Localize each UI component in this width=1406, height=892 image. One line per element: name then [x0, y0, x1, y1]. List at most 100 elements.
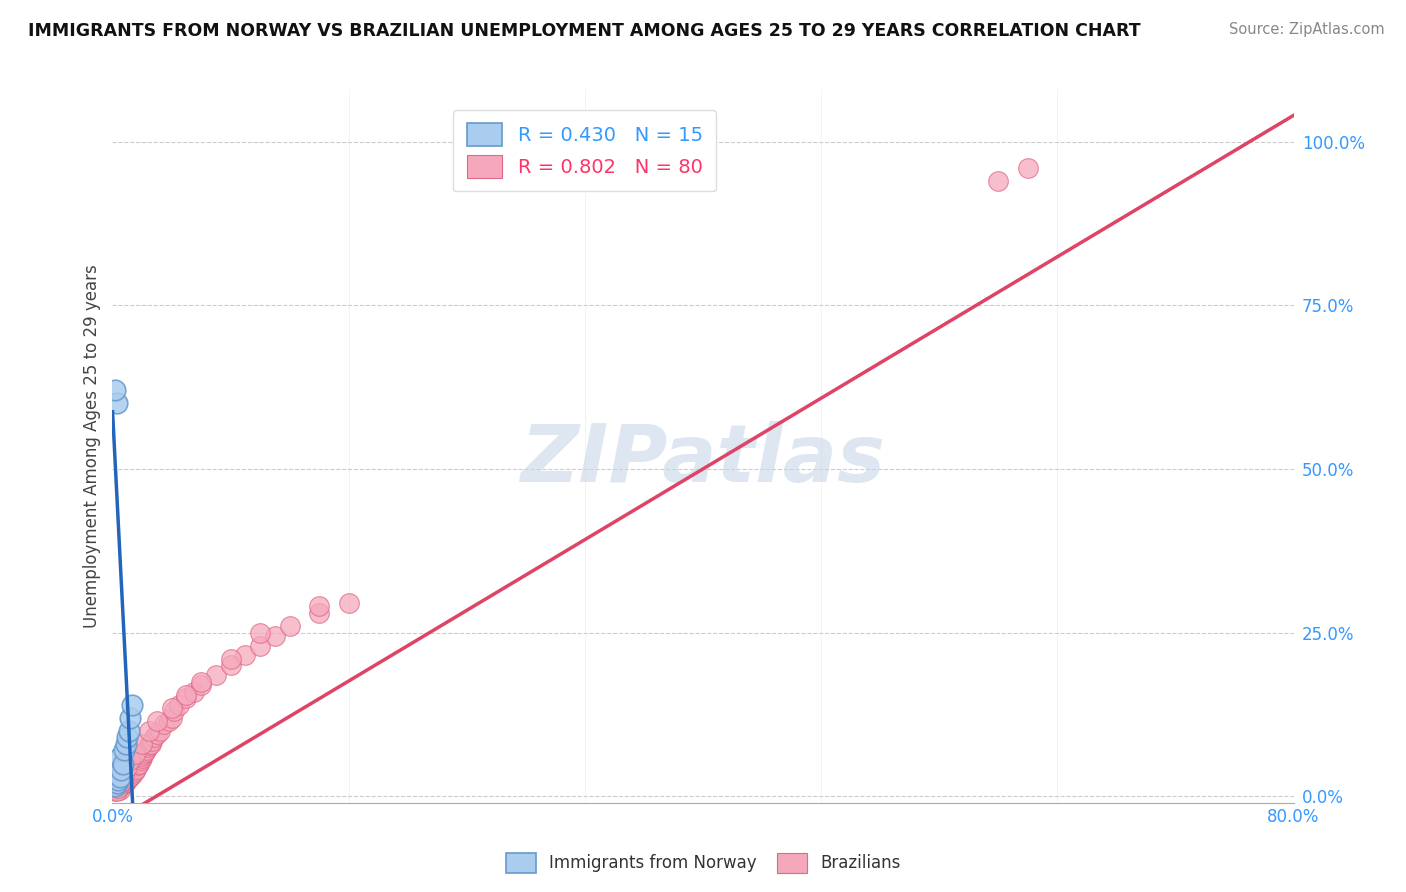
Point — [117, 760, 138, 774]
Point — [122, 766, 145, 780]
Legend: Immigrants from Norway, Brazilians: Immigrants from Norway, Brazilians — [499, 847, 907, 880]
Point — [149, 723, 172, 738]
Point — [117, 768, 138, 782]
Point — [105, 782, 128, 797]
Point — [117, 772, 138, 787]
Text: ZIPatlas: ZIPatlas — [520, 421, 886, 500]
Legend: R = 0.430   N = 15, R = 0.802   N = 80: R = 0.430 N = 15, R = 0.802 N = 80 — [454, 110, 716, 192]
Point — [124, 760, 146, 774]
Point — [167, 698, 190, 712]
Y-axis label: Unemployment Among Ages 25 to 29 years: Unemployment Among Ages 25 to 29 years — [83, 264, 101, 628]
Point — [153, 717, 176, 731]
Point — [118, 766, 141, 780]
Point — [121, 768, 143, 782]
Point — [308, 606, 330, 620]
Point — [111, 756, 134, 771]
Point — [264, 629, 287, 643]
Point — [108, 770, 131, 784]
Point — [114, 770, 136, 784]
Point — [114, 775, 136, 789]
Point — [138, 738, 160, 752]
Point — [219, 658, 242, 673]
Point — [104, 784, 127, 798]
Point — [174, 688, 197, 702]
Point — [163, 704, 186, 718]
Point — [131, 737, 153, 751]
Point — [205, 668, 228, 682]
Point — [128, 756, 150, 771]
Point — [139, 737, 162, 751]
Point — [107, 781, 129, 796]
Point — [117, 731, 138, 745]
Point — [134, 745, 156, 759]
Text: Source: ZipAtlas.com: Source: ZipAtlas.com — [1229, 22, 1385, 37]
Point — [105, 780, 128, 794]
Point — [174, 691, 197, 706]
Point — [107, 781, 129, 796]
Point — [136, 740, 159, 755]
Point — [128, 755, 150, 769]
Text: IMMIGRANTS FROM NORWAY VS BRAZILIAN UNEMPLOYMENT AMONG AGES 25 TO 29 YEARS CORRE: IMMIGRANTS FROM NORWAY VS BRAZILIAN UNEM… — [28, 22, 1140, 40]
Point — [138, 723, 160, 738]
Point — [107, 777, 129, 791]
Point — [110, 763, 132, 777]
Point — [249, 625, 271, 640]
Point — [233, 648, 256, 663]
Point — [146, 714, 169, 728]
Point — [118, 771, 141, 785]
Point — [131, 751, 153, 765]
Point — [110, 775, 132, 789]
Point — [121, 763, 143, 777]
Point — [135, 743, 157, 757]
Point — [111, 771, 134, 785]
Point — [108, 776, 131, 790]
Point — [337, 596, 360, 610]
Point — [104, 780, 127, 794]
Point — [129, 753, 152, 767]
Point — [108, 750, 131, 764]
Point — [131, 748, 153, 763]
Point — [112, 743, 135, 757]
Point — [114, 737, 136, 751]
Point — [105, 776, 128, 790]
Point — [121, 698, 143, 712]
Point — [107, 772, 129, 787]
Point — [183, 684, 205, 698]
Point — [987, 174, 1010, 188]
Point — [219, 652, 242, 666]
Point — [110, 780, 132, 794]
Point — [160, 701, 183, 715]
Point — [111, 777, 134, 791]
Point — [120, 711, 142, 725]
Point — [112, 771, 135, 785]
Point — [111, 772, 134, 787]
Point — [112, 768, 135, 782]
Point — [146, 727, 169, 741]
Point — [125, 762, 148, 776]
Point — [278, 619, 301, 633]
Point — [127, 757, 149, 772]
Point — [105, 784, 128, 798]
Point — [124, 747, 146, 761]
Point — [132, 747, 155, 761]
Point — [142, 731, 165, 745]
Point — [190, 674, 212, 689]
Point — [118, 723, 141, 738]
Point — [141, 733, 163, 747]
Point — [120, 770, 142, 784]
Point — [190, 678, 212, 692]
Point — [110, 775, 132, 789]
Point — [157, 714, 180, 728]
Point — [120, 753, 142, 767]
Point — [112, 776, 135, 790]
Point — [124, 764, 146, 779]
Point — [108, 782, 131, 797]
Point — [120, 764, 142, 779]
Point — [160, 711, 183, 725]
Point — [104, 384, 127, 398]
Point — [108, 777, 131, 791]
Point — [1017, 161, 1039, 175]
Point — [105, 396, 128, 410]
Point — [122, 762, 145, 776]
Point — [249, 639, 271, 653]
